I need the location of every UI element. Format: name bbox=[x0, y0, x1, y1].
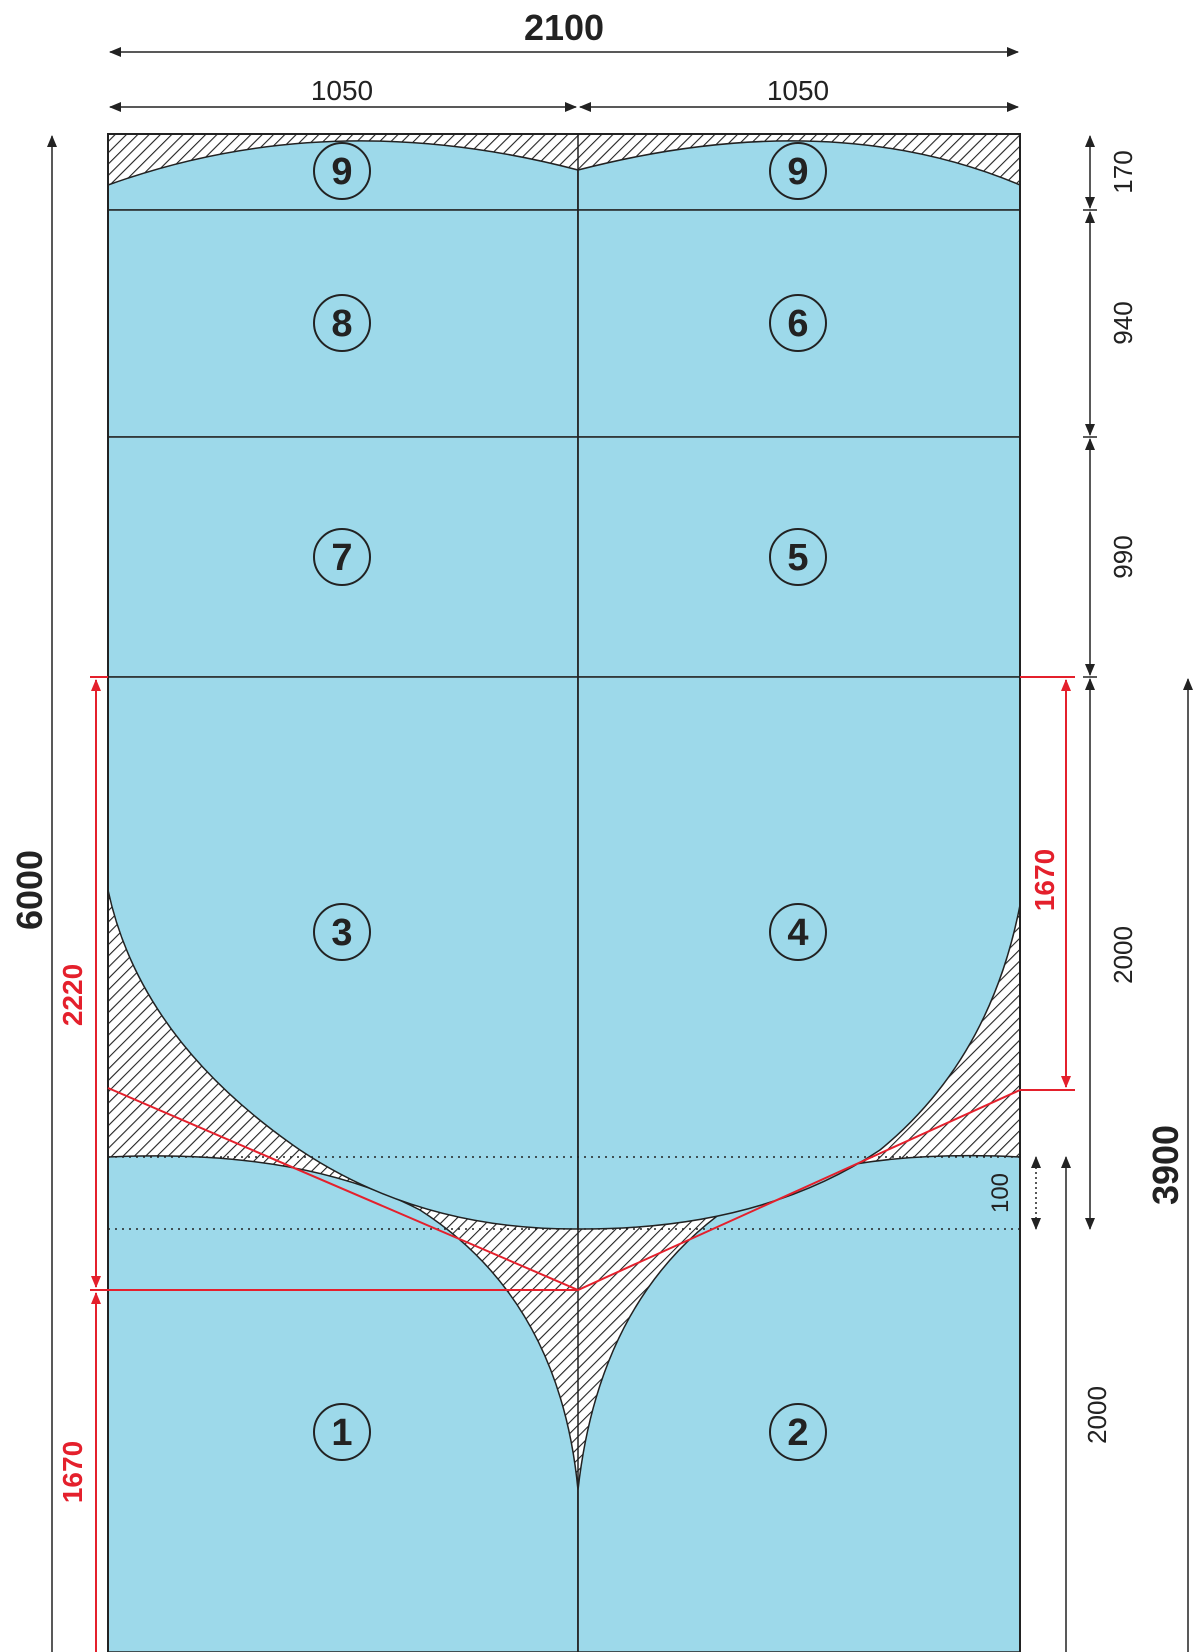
svg-text:9: 9 bbox=[331, 151, 352, 193]
svg-text:4: 4 bbox=[787, 912, 808, 954]
dim-right-2000-upper: 2000 bbox=[1108, 926, 1138, 984]
panel-label-2: 2 bbox=[769, 1403, 827, 1461]
dim-right-170: 170 bbox=[1108, 150, 1138, 193]
sheet-outline bbox=[107, 133, 1021, 1652]
red-dim-right-upper-label: 1670 bbox=[1029, 849, 1060, 911]
svg-text:5: 5 bbox=[787, 537, 808, 579]
svg-text:2: 2 bbox=[787, 1412, 808, 1454]
svg-text:9: 9 bbox=[787, 151, 808, 193]
dim-right-2000-lower: 2000 bbox=[1082, 1386, 1112, 1444]
panel-label-8: 8 bbox=[313, 294, 371, 352]
panel-label-5: 5 bbox=[769, 528, 827, 586]
dim-right-940: 940 bbox=[1108, 301, 1138, 344]
svg-text:6: 6 bbox=[787, 303, 808, 345]
svg-text:7: 7 bbox=[331, 537, 352, 579]
svg-text:3: 3 bbox=[331, 912, 352, 954]
panel-label-3: 3 bbox=[313, 903, 371, 961]
panel-label-9-right: 9 bbox=[769, 142, 827, 200]
dim-half-left: 1050 bbox=[311, 75, 373, 106]
dim-right-total: 3900 bbox=[1145, 1125, 1186, 1205]
red-dim-left-lower-label: 1670 bbox=[57, 1441, 88, 1503]
panel-label-7: 7 bbox=[313, 528, 371, 586]
panel-label-4: 4 bbox=[769, 903, 827, 961]
svg-text:1: 1 bbox=[331, 1412, 352, 1454]
dim-total-height: 6000 bbox=[9, 850, 50, 930]
dim-half-right: 1050 bbox=[767, 75, 829, 106]
panel-label-6: 6 bbox=[769, 294, 827, 352]
dim-overlap: 100 bbox=[987, 1173, 1014, 1213]
red-dim-left-upper-label: 2220 bbox=[57, 964, 88, 1026]
dim-total-width: 2100 bbox=[524, 7, 604, 48]
panel-label-1: 1 bbox=[313, 1403, 371, 1461]
dim-right-990: 990 bbox=[1108, 535, 1138, 578]
panel-label-9-left: 9 bbox=[313, 142, 371, 200]
svg-text:8: 8 bbox=[331, 303, 352, 345]
